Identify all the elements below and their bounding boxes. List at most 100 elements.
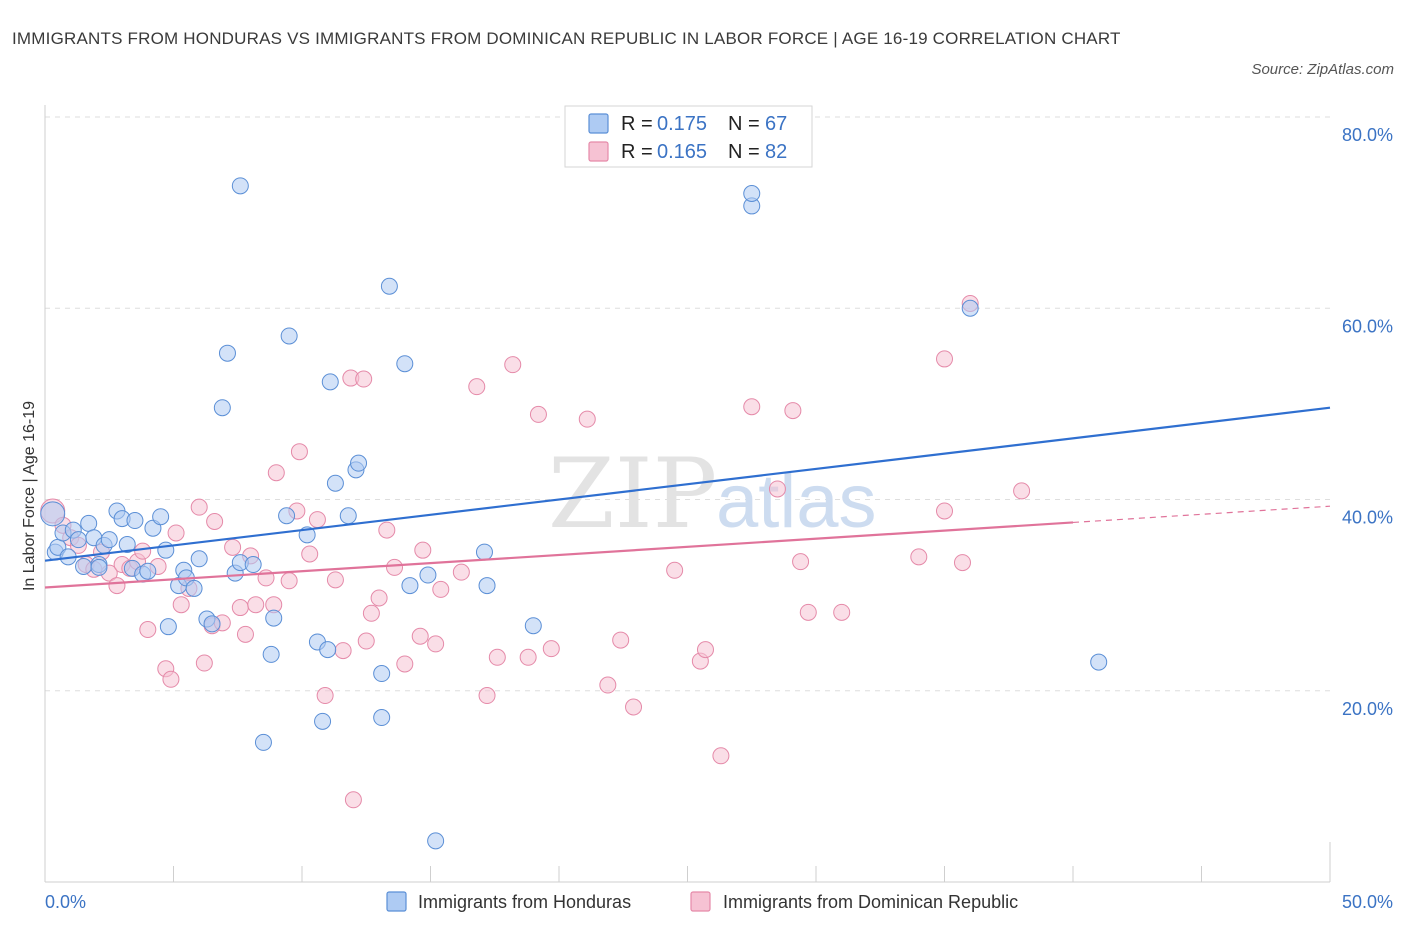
dominican-point bbox=[167, 524, 185, 542]
dominican-point bbox=[378, 521, 396, 539]
dominican-point bbox=[519, 648, 537, 666]
honduras-point bbox=[185, 579, 203, 597]
chart-title: IMMIGRANTS FROM HONDURAS VS IMMIGRANTS F… bbox=[12, 29, 1121, 48]
legend-honduras-swatch bbox=[386, 891, 407, 912]
honduras-point bbox=[373, 665, 391, 683]
honduras-point bbox=[69, 531, 87, 549]
dominican-point bbox=[696, 641, 714, 659]
dominican-point bbox=[1013, 482, 1031, 500]
dominican-point bbox=[344, 791, 362, 809]
y-tick-label: 40.0% bbox=[1342, 508, 1393, 528]
dominican-point bbox=[768, 480, 786, 498]
dominican-point bbox=[833, 603, 851, 621]
dominican-swatch bbox=[588, 141, 609, 162]
honduras-point bbox=[961, 299, 979, 317]
honduras-point bbox=[396, 355, 414, 373]
dominican-point bbox=[301, 545, 319, 563]
dominican-point bbox=[414, 541, 432, 559]
honduras-point bbox=[262, 645, 280, 663]
dominican-point bbox=[468, 378, 486, 396]
honduras-point bbox=[90, 558, 108, 576]
honduras-point bbox=[1090, 653, 1108, 671]
dominican-point bbox=[386, 558, 404, 576]
honduras-point bbox=[524, 617, 542, 635]
dominican-point bbox=[432, 580, 450, 598]
dominican-point bbox=[139, 621, 157, 639]
honduras-point bbox=[75, 557, 93, 575]
dominican-point bbox=[488, 648, 506, 666]
dominican-point bbox=[529, 405, 547, 423]
honduras-point bbox=[478, 577, 496, 595]
honduras-point bbox=[152, 508, 170, 526]
honduras-point bbox=[265, 609, 283, 627]
dominican-point bbox=[108, 577, 126, 595]
honduras-point bbox=[126, 512, 144, 530]
dominican-point bbox=[666, 561, 684, 579]
honduras-point bbox=[319, 641, 337, 659]
dominican-trend-extension bbox=[1072, 505, 1331, 524]
dominican-point bbox=[625, 698, 643, 716]
honduras-point bbox=[339, 507, 357, 525]
dominican-point bbox=[326, 571, 344, 589]
trend-lines bbox=[44, 406, 1331, 589]
honduras-point bbox=[401, 577, 419, 595]
legend-dominican-label: Immigrants from Dominican Republic bbox=[723, 892, 1018, 912]
honduras-point bbox=[373, 709, 391, 727]
honduras-point bbox=[321, 373, 339, 391]
dominican-point bbox=[396, 655, 414, 673]
honduras-point bbox=[427, 832, 445, 850]
dominican-point bbox=[308, 511, 326, 529]
x-tick-label: 50.0% bbox=[1342, 892, 1393, 912]
dominican-point bbox=[743, 398, 761, 416]
honduras-point bbox=[280, 327, 298, 345]
honduras-point bbox=[350, 454, 368, 472]
dominican-point bbox=[357, 632, 375, 650]
legend-honduras-label: Immigrants from Honduras bbox=[418, 892, 631, 912]
honduras-point bbox=[244, 556, 262, 574]
dominican-point bbox=[427, 635, 445, 653]
y-tick-label: 20.0% bbox=[1342, 699, 1393, 719]
dominican-point bbox=[224, 538, 242, 556]
dominican-point bbox=[280, 572, 298, 590]
dominican-point bbox=[612, 631, 630, 649]
dominican-point bbox=[267, 464, 285, 482]
honduras-point bbox=[139, 562, 157, 580]
axes bbox=[44, 105, 1331, 883]
legend-r-label: R = bbox=[621, 141, 653, 163]
honduras-point bbox=[213, 399, 231, 417]
honduras-point bbox=[100, 531, 118, 549]
dominican-point bbox=[792, 553, 810, 571]
watermark-zip: ZIP bbox=[548, 438, 717, 550]
dominican-point bbox=[936, 350, 953, 368]
honduras-point bbox=[159, 618, 177, 636]
dominican-point bbox=[190, 498, 208, 516]
dominican-point bbox=[370, 589, 388, 607]
dominican-point bbox=[206, 512, 224, 530]
dominican-point bbox=[936, 502, 953, 520]
dominican-point bbox=[355, 370, 373, 388]
honduras-point bbox=[475, 543, 493, 561]
honduras-point bbox=[419, 566, 437, 584]
legend-r-value: 0.165 bbox=[657, 141, 707, 163]
dominican-point bbox=[162, 670, 180, 688]
dominican-point bbox=[247, 596, 265, 614]
dominican-point bbox=[784, 402, 802, 420]
watermark-atlas: atlas bbox=[716, 459, 877, 544]
dominican-point bbox=[953, 554, 971, 572]
honduras-point bbox=[40, 501, 66, 527]
dominican-point bbox=[478, 687, 496, 705]
dominican-point bbox=[195, 654, 213, 672]
dominican-point bbox=[362, 604, 380, 622]
legend-n-label: N = bbox=[728, 113, 760, 135]
dominican-point bbox=[504, 356, 522, 374]
y-tick-label: 60.0% bbox=[1342, 316, 1393, 336]
dominican-point bbox=[411, 627, 429, 645]
correlation-legend: R = 0.175 N = 67 R = 0.165 N = 82 bbox=[564, 105, 813, 168]
honduras-point bbox=[118, 535, 136, 553]
legend-r-label: R = bbox=[621, 113, 653, 135]
dominican-point bbox=[231, 599, 249, 617]
honduras-point bbox=[278, 507, 296, 525]
chart-source: Source: ZipAtlas.com bbox=[1251, 61, 1394, 78]
legend-n-value: 82 bbox=[765, 141, 787, 163]
